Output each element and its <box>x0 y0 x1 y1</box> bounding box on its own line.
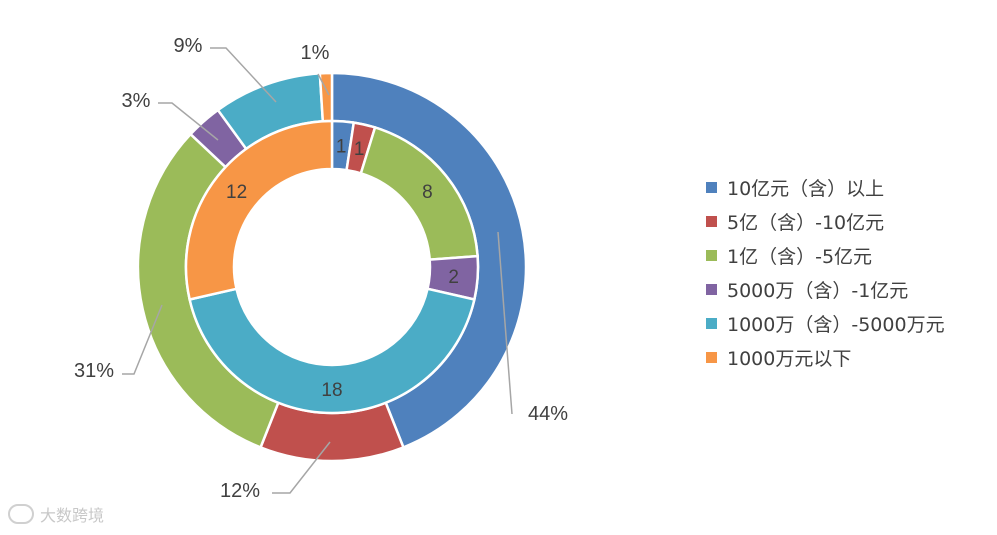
inner-ring-slice <box>184 119 334 301</box>
inner-data-label: 18 <box>321 380 342 401</box>
inner-data-label: 1 <box>354 139 365 160</box>
outer-data-label: 9% <box>174 35 203 57</box>
slices-group <box>136 71 528 463</box>
outer-data-label: 1% <box>301 42 330 64</box>
inner-data-label: 12 <box>226 182 247 203</box>
legend-item: 5亿（含）-10亿元 <box>706 204 945 238</box>
legend-item: 10亿元（含）以上 <box>706 170 945 204</box>
legend-label: 1000万（含）-5000万元 <box>727 313 945 336</box>
legend-item: 1亿（含）-5亿元 <box>706 238 945 272</box>
legend-swatch <box>706 351 717 363</box>
leader-line <box>122 304 163 375</box>
leader-line <box>210 47 277 103</box>
outer-data-label: 12% <box>220 480 260 502</box>
leader-line <box>317 73 330 96</box>
legend-item: 1000万（含）-5000万元 <box>706 306 945 340</box>
legend-item: 5000万（含）-1亿元 <box>706 272 945 306</box>
watermark-text: 大数跨境 <box>40 506 105 525</box>
outer-data-label: 31% <box>74 360 114 382</box>
legend-swatch <box>706 249 717 261</box>
inner-ring-slice <box>188 287 476 415</box>
watermark-logo-icon <box>8 504 34 524</box>
legend-label: 1000万元以下 <box>727 347 852 370</box>
legend-swatch <box>706 283 717 295</box>
leader-lines-group <box>122 47 513 494</box>
watermark: 大数跨境 <box>8 502 104 526</box>
legend-label: 1亿（含）-5亿元 <box>727 245 873 268</box>
legend-label: 5000万（含）-1亿元 <box>727 279 909 302</box>
legend-swatch <box>706 181 717 193</box>
legend-swatch <box>706 317 717 329</box>
legend-item: 1000万元以下 <box>706 340 945 374</box>
inner-data-label: 2 <box>448 267 459 288</box>
legend-swatch <box>706 215 717 227</box>
outer-data-label: 3% <box>122 90 151 112</box>
outer-data-label: 44% <box>528 403 568 425</box>
legend-label: 5亿（含）-10亿元 <box>727 211 885 234</box>
leader-line <box>497 231 513 415</box>
leader-line <box>272 441 331 494</box>
leader-line <box>158 102 219 141</box>
legend: 10亿元（含）以上 5亿（含）-10亿元 1亿（含）-5亿元 5000万（含）-… <box>706 170 945 374</box>
inner-data-label: 1 <box>336 136 347 157</box>
inner-data-label: 8 <box>422 182 433 203</box>
legend-label: 10亿元（含）以上 <box>727 177 885 200</box>
